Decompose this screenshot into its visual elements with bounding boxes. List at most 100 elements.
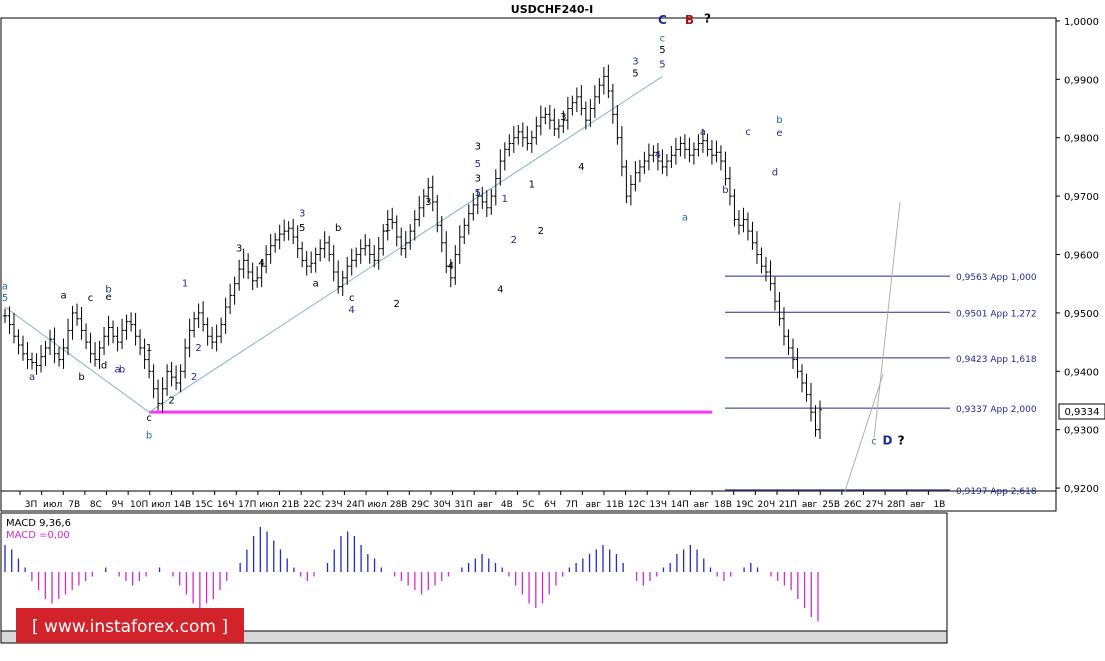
y-tick-label: 1,0000 [1064, 17, 1099, 28]
x-tick-label: 20Ч [758, 500, 776, 510]
wave-label: 1 [529, 179, 535, 190]
wave-label: 5 [475, 159, 481, 170]
wave-label: b [78, 372, 84, 383]
wave-label: 5 [659, 45, 665, 56]
wave-label: ? [898, 433, 905, 447]
wave-label: b [146, 430, 152, 441]
x-tick-label: 15С [195, 500, 213, 510]
x-tick-label: 8С [90, 500, 102, 510]
x-tick-label: 3П [25, 500, 38, 510]
price-panel [0, 17, 1057, 492]
wave-label: 2 [538, 226, 544, 237]
x-tick-label: 27Ч [866, 500, 884, 510]
x-tick-label: июл [367, 500, 386, 510]
wave-label: 4 [497, 284, 503, 295]
y-tick-label: 0,9300 [1064, 426, 1099, 437]
wave-label: 2 [168, 395, 174, 406]
x-tick-label: 31П [454, 500, 472, 510]
x-tick-label: 7В [68, 500, 80, 510]
x-tick-label: июл [259, 500, 278, 510]
x-tick-label: 22С [303, 500, 321, 510]
x-tick-label: 14П [671, 500, 689, 510]
wave-label: 2 [191, 372, 197, 383]
wave-label: ? [704, 12, 711, 26]
wave-labels: a5aabcdbeab1cb21223453bac412343535121243… [2, 12, 905, 448]
wave-label: d [772, 168, 778, 179]
channel-line [844, 374, 884, 492]
x-tick-label: 13Ч [649, 500, 667, 510]
wave-label: 4 [349, 305, 355, 316]
wave-label: c [660, 33, 666, 44]
y-tick-label: 0,9500 [1064, 309, 1099, 320]
macd-label: MACD 9,36,6 [6, 518, 71, 529]
macd-histogram [4, 527, 819, 622]
wave-label: 5 [299, 223, 305, 234]
x-tick-label: 4В [501, 500, 513, 510]
y-tick-label: 0,9400 [1064, 367, 1099, 378]
wave-label: a [29, 372, 35, 383]
wave-label: d [101, 360, 107, 371]
wave-label: 3 [632, 57, 638, 68]
x-tick-label: 12С [628, 500, 646, 510]
fib-label: 0,9501 App 1,272 [956, 309, 1037, 319]
x-tick-label: 28П [887, 500, 905, 510]
x-axis: 3П июл 7В 8С 9Ч 10П июл 14В 15С 16Ч 17П июл 21В 22С 23… [19, 491, 945, 510]
wave-label: c [146, 413, 152, 424]
channel-line [4, 306, 150, 413]
macd-value-label: MACD =0,00 [6, 530, 70, 541]
wave-label: 3 [475, 174, 481, 185]
x-tick-label: 24П [346, 500, 364, 510]
wave-label: a [700, 127, 706, 138]
wave-label: c [745, 127, 751, 138]
y-tick-label: 0,9700 [1064, 192, 1099, 203]
wave-label: C [658, 13, 667, 27]
wave-label: a [2, 282, 8, 293]
current-price-value: 0,9334 [1065, 407, 1100, 418]
wave-label: c [871, 436, 877, 447]
x-tick-label: 30Ч [433, 500, 451, 510]
wave-label: D [883, 433, 893, 447]
fib-levels: 0,9563 App 1,000 0,9501 App 1,272 0,9423 A… [725, 273, 1037, 497]
wave-label: 4 [578, 162, 584, 173]
wave-label: e [105, 292, 111, 303]
x-tick-label: 18В [714, 500, 732, 510]
wave-label: e [776, 128, 782, 139]
wave-label: b [335, 223, 341, 234]
wave-label: 4 [448, 261, 454, 272]
fib-label: 0,9423 App 1,618 [956, 355, 1037, 365]
y-axis: 1,0000 0,9900 0,9800 0,9700 0,9600 0,9500 0,94… [1056, 17, 1099, 495]
watermark-text: [ www.instaforex.com ] [32, 617, 228, 637]
wave-label: 1 [502, 194, 508, 205]
x-tick-label: 23Ч [325, 500, 343, 510]
fib-label: 0,9563 App 1,000 [956, 273, 1037, 283]
x-tick-label: 11В [606, 500, 624, 510]
wave-label: 4 [258, 258, 264, 269]
x-tick-label: авг [586, 500, 602, 510]
wave-label: b [722, 185, 728, 196]
wave-label: 3 [475, 141, 481, 152]
wave-label: 5 [475, 188, 481, 199]
x-tick-label: 21В [282, 500, 300, 510]
wave-label: B [685, 13, 694, 27]
x-tick-label: 5С [522, 500, 534, 510]
fib-label: 0,9197 App 2,618 [956, 487, 1037, 497]
x-tick-label: 26С [844, 500, 862, 510]
wave-label: 3 [425, 197, 431, 208]
fib-label: 0,9337 App 2,000 [956, 405, 1037, 415]
y-tick-label: 0,9900 [1064, 75, 1099, 86]
x-tick-label: 17П [238, 500, 256, 510]
wave-label: 2 [511, 235, 517, 246]
wave-label: a [313, 279, 319, 290]
wave-label: 4 [655, 150, 661, 161]
current-price-tag: 0,9334 [1058, 403, 1105, 420]
wave-label: 1 [146, 343, 152, 354]
x-tick-label: 29С [411, 500, 429, 510]
wave-label: c [88, 293, 94, 304]
x-tick-label: июл [43, 500, 62, 510]
wave-label: a [682, 213, 688, 224]
x-tick-label: авг [694, 500, 710, 510]
wave-label: b [776, 115, 782, 126]
wave-label: c [349, 293, 355, 304]
x-tick-label: 6Ч [544, 500, 556, 510]
